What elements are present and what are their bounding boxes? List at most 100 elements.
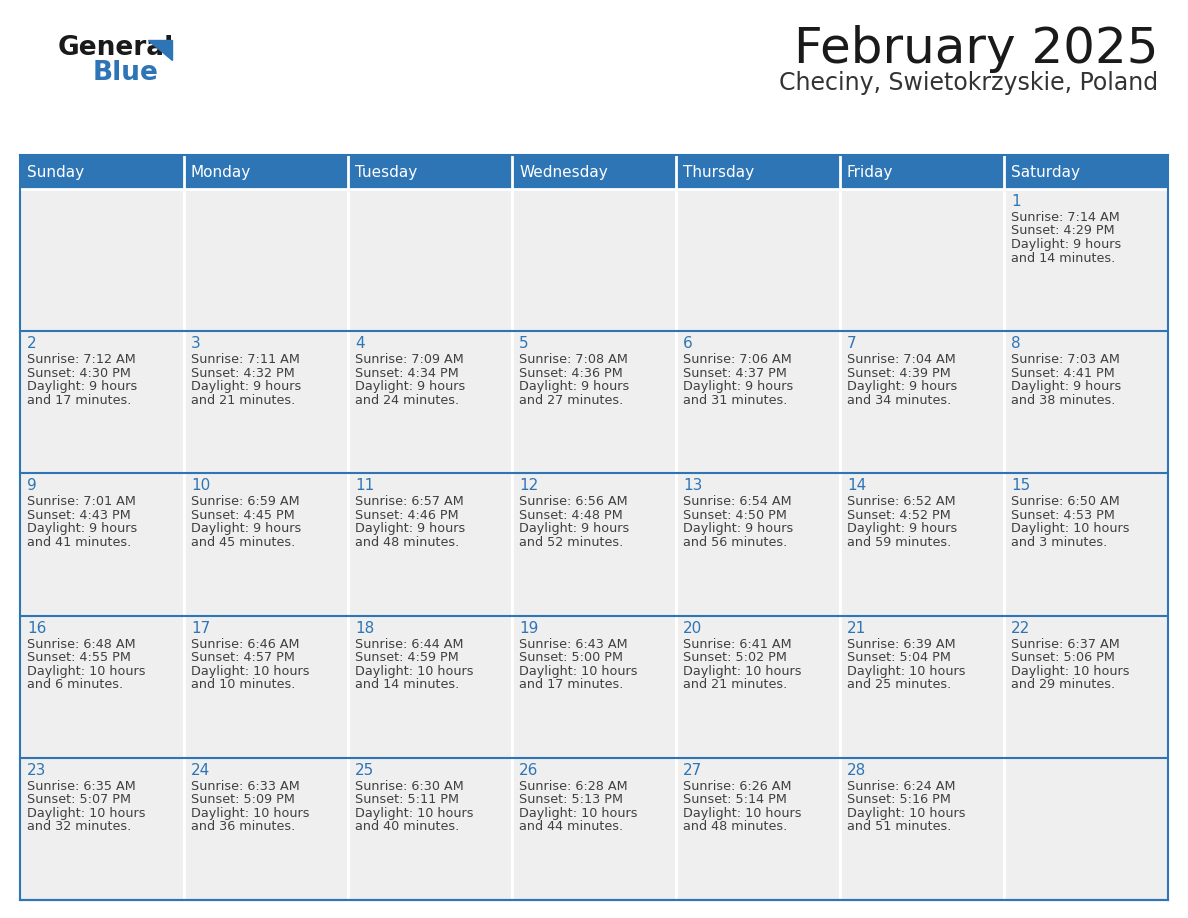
Bar	[1005, 332, 1167, 473]
Bar	[185, 475, 347, 614]
Bar	[513, 475, 675, 614]
Text: Sunset: 4:59 PM: Sunset: 4:59 PM	[355, 651, 459, 664]
Text: Sunset: 5:13 PM: Sunset: 5:13 PM	[519, 793, 623, 806]
Bar	[841, 759, 1003, 899]
Text: and 59 minutes.: and 59 minutes.	[847, 536, 952, 549]
Text: Sunrise: 6:30 AM: Sunrise: 6:30 AM	[355, 779, 463, 793]
Text: Daylight: 9 hours: Daylight: 9 hours	[1011, 238, 1121, 251]
Text: 5: 5	[519, 336, 529, 352]
Text: Sunset: 5:14 PM: Sunset: 5:14 PM	[683, 793, 786, 806]
Text: Daylight: 9 hours: Daylight: 9 hours	[519, 522, 630, 535]
Text: 20: 20	[683, 621, 702, 635]
Text: Daylight: 10 hours: Daylight: 10 hours	[27, 665, 145, 677]
Text: 23: 23	[27, 763, 46, 778]
Bar	[513, 190, 675, 330]
Text: Sunrise: 7:01 AM: Sunrise: 7:01 AM	[27, 496, 135, 509]
Text: and 17 minutes.: and 17 minutes.	[519, 678, 624, 691]
Text: and 25 minutes.: and 25 minutes.	[847, 678, 952, 691]
Text: Sunrise: 6:43 AM: Sunrise: 6:43 AM	[519, 638, 627, 651]
Text: Daylight: 9 hours: Daylight: 9 hours	[191, 522, 302, 535]
Text: 11: 11	[355, 478, 374, 493]
Polygon shape	[148, 40, 172, 60]
Text: Daylight: 9 hours: Daylight: 9 hours	[1011, 380, 1121, 393]
Text: Daylight: 9 hours: Daylight: 9 hours	[847, 522, 958, 535]
Text: Sunrise: 6:48 AM: Sunrise: 6:48 AM	[27, 638, 135, 651]
Text: Daylight: 10 hours: Daylight: 10 hours	[355, 807, 474, 820]
Bar	[677, 617, 839, 756]
Text: Sunrise: 6:26 AM: Sunrise: 6:26 AM	[683, 779, 791, 793]
Text: 2: 2	[27, 336, 37, 352]
Text: Sunset: 5:04 PM: Sunset: 5:04 PM	[847, 651, 950, 664]
Text: Daylight: 10 hours: Daylight: 10 hours	[847, 665, 966, 677]
Text: Sunrise: 7:04 AM: Sunrise: 7:04 AM	[847, 353, 956, 366]
Bar	[677, 759, 839, 899]
Text: and 10 minutes.: and 10 minutes.	[191, 678, 296, 691]
Text: Sunrise: 7:14 AM: Sunrise: 7:14 AM	[1011, 211, 1120, 224]
Text: Daylight: 10 hours: Daylight: 10 hours	[1011, 665, 1130, 677]
Text: Sunrise: 6:39 AM: Sunrise: 6:39 AM	[847, 638, 955, 651]
Text: Sunset: 4:45 PM: Sunset: 4:45 PM	[191, 509, 295, 522]
Text: Friday: Friday	[847, 164, 893, 180]
Text: Sunset: 5:02 PM: Sunset: 5:02 PM	[683, 651, 786, 664]
Text: Saturday: Saturday	[1011, 164, 1080, 180]
Text: Daylight: 10 hours: Daylight: 10 hours	[1011, 522, 1130, 535]
Text: Daylight: 9 hours: Daylight: 9 hours	[683, 522, 794, 535]
Text: 28: 28	[847, 763, 866, 778]
Bar	[349, 759, 511, 899]
Text: Daylight: 10 hours: Daylight: 10 hours	[27, 807, 145, 820]
Text: Daylight: 9 hours: Daylight: 9 hours	[27, 380, 138, 393]
Text: and 3 minutes.: and 3 minutes.	[1011, 536, 1107, 549]
Text: Sunday: Sunday	[27, 164, 84, 180]
Text: Daylight: 10 hours: Daylight: 10 hours	[683, 665, 802, 677]
Text: and 6 minutes.: and 6 minutes.	[27, 678, 124, 691]
Text: Monday: Monday	[191, 164, 251, 180]
Text: Sunset: 4:39 PM: Sunset: 4:39 PM	[847, 366, 950, 380]
Text: 8: 8	[1011, 336, 1020, 352]
Text: 15: 15	[1011, 478, 1030, 493]
Bar	[185, 332, 347, 473]
Text: Sunrise: 6:41 AM: Sunrise: 6:41 AM	[683, 638, 791, 651]
Text: Daylight: 9 hours: Daylight: 9 hours	[683, 380, 794, 393]
Text: Sunrise: 7:11 AM: Sunrise: 7:11 AM	[191, 353, 299, 366]
Text: Sunset: 5:07 PM: Sunset: 5:07 PM	[27, 793, 131, 806]
Bar	[21, 475, 183, 614]
Bar	[21, 332, 183, 473]
Text: Sunrise: 6:56 AM: Sunrise: 6:56 AM	[519, 496, 627, 509]
Text: Daylight: 9 hours: Daylight: 9 hours	[191, 380, 302, 393]
Text: Sunrise: 7:08 AM: Sunrise: 7:08 AM	[519, 353, 628, 366]
Text: and 24 minutes.: and 24 minutes.	[355, 394, 459, 407]
Text: 27: 27	[683, 763, 702, 778]
Bar	[349, 617, 511, 756]
Text: and 21 minutes.: and 21 minutes.	[683, 678, 788, 691]
Text: and 41 minutes.: and 41 minutes.	[27, 536, 131, 549]
Text: Sunset: 5:09 PM: Sunset: 5:09 PM	[191, 793, 295, 806]
Text: and 14 minutes.: and 14 minutes.	[355, 678, 460, 691]
Text: Sunrise: 6:57 AM: Sunrise: 6:57 AM	[355, 496, 463, 509]
Text: Thursday: Thursday	[683, 164, 754, 180]
Bar	[513, 759, 675, 899]
Text: 6: 6	[683, 336, 693, 352]
Text: Sunset: 4:29 PM: Sunset: 4:29 PM	[1011, 225, 1114, 238]
Text: Sunrise: 7:06 AM: Sunrise: 7:06 AM	[683, 353, 791, 366]
Text: Sunset: 4:37 PM: Sunset: 4:37 PM	[683, 366, 786, 380]
Text: Sunset: 4:32 PM: Sunset: 4:32 PM	[191, 366, 295, 380]
Text: Sunrise: 7:12 AM: Sunrise: 7:12 AM	[27, 353, 135, 366]
Text: General: General	[58, 35, 175, 61]
Text: and 14 minutes.: and 14 minutes.	[1011, 252, 1116, 264]
Text: Blue: Blue	[93, 60, 159, 86]
Text: 3: 3	[191, 336, 201, 352]
Text: Daylight: 10 hours: Daylight: 10 hours	[519, 665, 638, 677]
Text: and 45 minutes.: and 45 minutes.	[191, 536, 296, 549]
Text: Sunrise: 6:50 AM: Sunrise: 6:50 AM	[1011, 496, 1120, 509]
Bar	[841, 617, 1003, 756]
Text: Daylight: 9 hours: Daylight: 9 hours	[27, 522, 138, 535]
Text: and 56 minutes.: and 56 minutes.	[683, 536, 788, 549]
Text: 25: 25	[355, 763, 374, 778]
Text: 24: 24	[191, 763, 210, 778]
Text: Daylight: 9 hours: Daylight: 9 hours	[355, 522, 466, 535]
Text: Sunset: 4:36 PM: Sunset: 4:36 PM	[519, 366, 623, 380]
Text: Sunrise: 7:03 AM: Sunrise: 7:03 AM	[1011, 353, 1120, 366]
Text: Sunset: 4:48 PM: Sunset: 4:48 PM	[519, 509, 623, 522]
Bar	[349, 475, 511, 614]
Text: 13: 13	[683, 478, 702, 493]
